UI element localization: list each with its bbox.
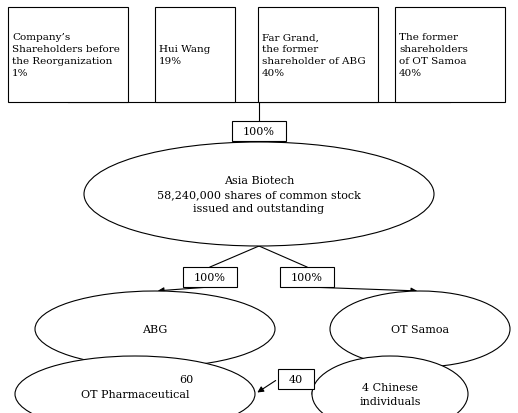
Text: 100%: 100% [243, 127, 275, 137]
Ellipse shape [312, 356, 468, 413]
Ellipse shape [84, 142, 434, 247]
Ellipse shape [35, 291, 275, 367]
Text: Asia Biotech
58,240,000 shares of common stock
issued and outstanding: Asia Biotech 58,240,000 shares of common… [157, 176, 361, 214]
FancyBboxPatch shape [8, 8, 128, 103]
FancyBboxPatch shape [183, 267, 237, 287]
FancyBboxPatch shape [395, 8, 505, 103]
FancyBboxPatch shape [280, 267, 334, 287]
FancyBboxPatch shape [155, 8, 235, 103]
FancyBboxPatch shape [168, 369, 204, 389]
Text: OT Samoa: OT Samoa [391, 324, 449, 334]
Text: OT Pharmaceutical: OT Pharmaceutical [81, 389, 189, 399]
FancyBboxPatch shape [278, 369, 314, 389]
Text: 100%: 100% [291, 272, 323, 282]
Text: 4 Chinese
individuals: 4 Chinese individuals [359, 382, 421, 406]
FancyBboxPatch shape [258, 8, 378, 103]
Text: 100%: 100% [194, 272, 226, 282]
Text: 60: 60 [179, 374, 193, 384]
Text: ABG: ABG [142, 324, 168, 334]
Text: Company’s
Shareholders before
the Reorganization
1%: Company’s Shareholders before the Reorga… [12, 33, 120, 78]
Text: Hui Wang
19%: Hui Wang 19% [159, 45, 210, 66]
FancyBboxPatch shape [232, 122, 286, 142]
Ellipse shape [330, 291, 510, 367]
Text: Far Grand,
the former
shareholder of ABG
40%: Far Grand, the former shareholder of ABG… [262, 33, 366, 78]
Text: 40: 40 [289, 374, 303, 384]
Text: The former
shareholders
of OT Samoa
40%: The former shareholders of OT Samoa 40% [399, 33, 468, 78]
Ellipse shape [15, 356, 255, 413]
